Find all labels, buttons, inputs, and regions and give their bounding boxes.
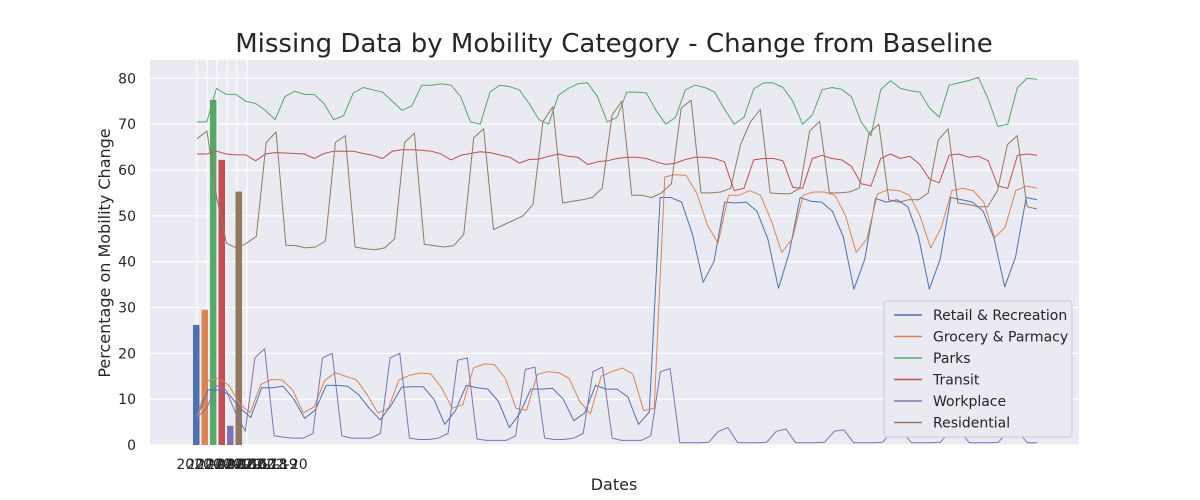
bar bbox=[210, 99, 217, 445]
y-tick-labels: 0 10 20 30 40 50 60 70 80 bbox=[118, 71, 136, 454]
bar bbox=[227, 425, 234, 445]
bar bbox=[193, 324, 200, 445]
legend-label: Retail & Recreation bbox=[933, 308, 1067, 324]
series-line bbox=[197, 76, 1038, 137]
series-line bbox=[196, 99, 1038, 251]
bar bbox=[235, 191, 242, 445]
legend-label: Transit bbox=[932, 373, 980, 389]
x-tick-label: 2020-02-17 bbox=[196, 457, 277, 473]
bar bbox=[201, 309, 208, 445]
x-tick-label: 2020-02-16 bbox=[186, 457, 267, 473]
y-tick-label: 70 bbox=[118, 117, 136, 133]
bar bbox=[218, 159, 225, 445]
y-tick-label: 20 bbox=[118, 346, 136, 362]
legend-box bbox=[883, 300, 1073, 438]
x-tick-label: 2020-02-18 bbox=[206, 457, 287, 473]
y-tick-label: 40 bbox=[118, 255, 136, 271]
legend-label: Parks bbox=[933, 351, 971, 367]
bars-group bbox=[193, 99, 242, 445]
series-line bbox=[196, 197, 1038, 429]
y-tick-label: 10 bbox=[118, 392, 136, 408]
x-tick-label: 2020-02-19 bbox=[216, 457, 297, 473]
legend-label: Grocery & Parmacy bbox=[933, 330, 1068, 346]
legend-label: Workplace bbox=[933, 394, 1006, 410]
series-line bbox=[196, 174, 1038, 418]
chart-title: Missing Data by Mobility Category - Chan… bbox=[235, 29, 993, 59]
y-tick-label: 30 bbox=[118, 301, 136, 317]
x-tick-label: 2020-02-20 bbox=[226, 457, 307, 473]
y-tick-label: 60 bbox=[118, 163, 136, 179]
series-line bbox=[197, 149, 1038, 192]
y-tick-label: 0 bbox=[127, 438, 136, 454]
y-tick-label: 50 bbox=[118, 209, 136, 225]
legend-label: Residential bbox=[933, 416, 1010, 432]
legend: Retail & Recreation Grocery & Parmacy Park… bbox=[883, 300, 1073, 438]
y-axis-label: Percentage on Mobility Change bbox=[95, 128, 114, 377]
y-tick-label: 80 bbox=[118, 71, 136, 87]
x-tick-label: 2020-02-15 bbox=[176, 457, 257, 473]
x-tick-labels: 2020-02-152020-02-162020-02-172020-02-18… bbox=[176, 457, 307, 473]
x-axis-label: Dates bbox=[591, 475, 638, 494]
